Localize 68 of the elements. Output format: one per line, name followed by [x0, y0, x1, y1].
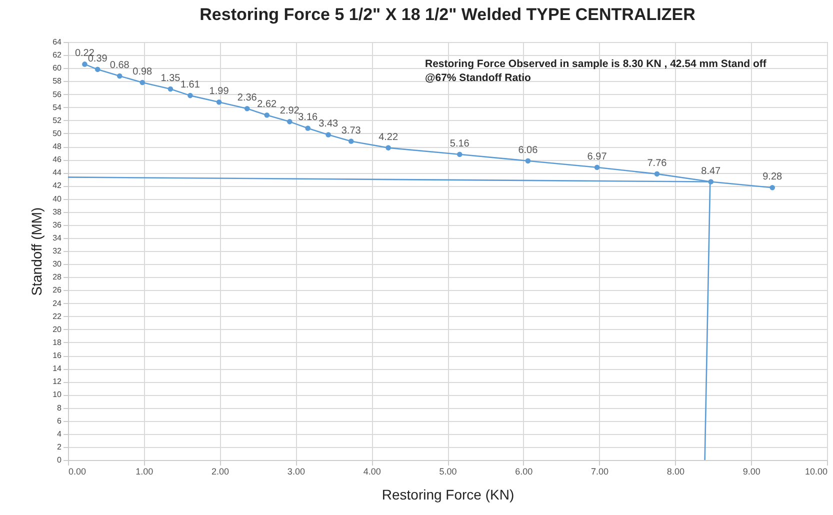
annotation: 3.43	[318, 118, 339, 130]
y-tick-label: 58	[52, 76, 62, 86]
y-tick-label: 14	[52, 364, 62, 374]
y-tick-label: 40	[52, 194, 62, 204]
x-tick-label: 4.00	[363, 466, 381, 476]
y-tick-label: 30	[52, 260, 62, 269]
y-tick-label: 16	[52, 351, 62, 360]
x-tick-label: 3.00	[287, 466, 305, 476]
y-tick-label: 22	[52, 312, 62, 321]
y-tick-label: 18	[52, 338, 62, 347]
annotation: 3.73	[341, 125, 362, 136]
annotation: 2.36	[237, 92, 258, 104]
y-tick-label: 8	[57, 403, 62, 412]
annotation: 2.62	[257, 99, 278, 110]
y-tick-label: 4	[57, 429, 62, 438]
y-axis-title: Standoff (MM)	[28, 207, 45, 296]
chart-title: Restoring Force 5 1/2" X 18 1/2" Welded TYPE CENTRALIZER	[200, 5, 696, 24]
y-tick-label: 10	[52, 390, 62, 400]
x-tick-label: 0.00	[68, 466, 86, 476]
annotation: 3.16	[298, 112, 318, 124]
annotation: 6.06	[518, 144, 538, 156]
annotation: 9.28	[762, 172, 783, 183]
x-tick-label: 2.00	[212, 466, 230, 476]
y-tick-label: 12	[52, 377, 62, 386]
x-tick-label: 5.00	[439, 466, 457, 476]
y-tick-label: 52	[52, 116, 62, 125]
y-tick-label: 26	[52, 286, 62, 295]
y-tick-label: 48	[52, 142, 62, 151]
y-tick-label: 6	[57, 416, 62, 426]
y-tick-label: 56	[52, 90, 62, 99]
y-tick-label: 2	[57, 442, 62, 452]
x-tick-label: 7.00	[591, 466, 609, 476]
x-tick-label: 9.00	[742, 466, 760, 476]
y-tick-label: 36	[52, 220, 62, 230]
annotation: 1.99	[209, 86, 230, 98]
y-tick-label: 42	[52, 181, 62, 190]
annotation: @67% Standoff Ratio	[425, 72, 531, 84]
x-tick-label: 6.00	[515, 466, 533, 476]
annotation: 2.92	[280, 106, 300, 117]
y-tick-label: 64	[52, 38, 62, 46]
y-tick-label: 60	[52, 64, 62, 73]
annotation: 5.16	[450, 138, 470, 150]
x-tick-label: 8.00	[666, 466, 684, 476]
y-tick-label: 44	[52, 168, 62, 178]
x-axis-title: Restoring Force (KN)	[382, 486, 514, 502]
y-tick-label: 32	[52, 246, 62, 256]
annotation: 7.76	[647, 158, 668, 169]
annotation: 1.61	[180, 80, 200, 91]
y-tick-label: 38	[52, 207, 62, 216]
y-tick-label: 28	[52, 272, 62, 282]
y-tick-label: 20	[52, 324, 62, 334]
y-tick-label: 0	[57, 456, 62, 464]
annotation: Restoring Force Observed in sample is 8.30 KN , 42.54 mm Stand off	[425, 58, 767, 70]
annotation: 8.47	[701, 166, 722, 177]
y-tick-label: 62	[52, 50, 62, 60]
annotation: 4.22	[378, 132, 398, 143]
annotation: 0.98	[132, 66, 153, 78]
y-tick-label: 46	[52, 155, 62, 164]
annotation: 6.97	[587, 151, 608, 162]
y-tick-label: 34	[52, 233, 62, 242]
y-tick-label: 50	[52, 128, 62, 138]
x-tick-label: 1.00	[136, 466, 154, 476]
y-tick-label: 24	[52, 298, 62, 308]
annotation: 0.68	[110, 60, 130, 71]
annotation: 1.35	[160, 73, 181, 84]
y-tick-label: 54	[52, 102, 62, 112]
annotation: 0.39	[88, 53, 108, 64]
x-tick-label: 10.00	[804, 466, 828, 476]
